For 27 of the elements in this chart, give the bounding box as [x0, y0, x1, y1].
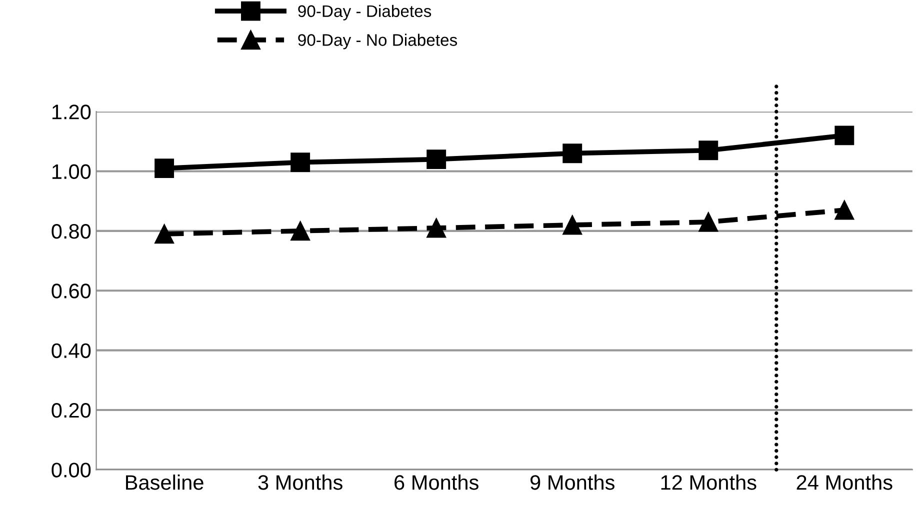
legend-label: 90-Day - No Diabetes [298, 34, 458, 50]
x-tick-label: 6 Months [394, 474, 478, 490]
point [426, 218, 446, 238]
point [426, 150, 446, 170]
point [562, 215, 582, 235]
y-tick-label: 0.40 [52, 343, 91, 358]
point [834, 200, 854, 220]
y-tick-label: 0.00 [52, 462, 91, 478]
x-tick-label: 24 Months [796, 474, 892, 490]
x-tick-label: 3 Months [258, 474, 342, 490]
y-tick-label: 0.60 [52, 284, 91, 298]
point [290, 221, 310, 241]
point [154, 158, 174, 178]
point [834, 126, 854, 146]
point [562, 144, 582, 164]
x-tick-label: 9 Months [530, 474, 614, 490]
point [698, 140, 718, 160]
y-tick-label: 0.20 [52, 403, 91, 418]
x-tick-label: Baseline [126, 474, 204, 490]
point [154, 224, 174, 244]
point [698, 212, 718, 232]
point [290, 152, 310, 172]
y-tick-label: 0.80 [52, 224, 91, 239]
y-tick-label: 1.20 [52, 104, 91, 120]
x-tick-label: 12 Months [661, 474, 756, 490]
y-tick-label: 1.00 [52, 164, 91, 180]
legend-label: 90-Day - Diabetes [298, 4, 432, 20]
